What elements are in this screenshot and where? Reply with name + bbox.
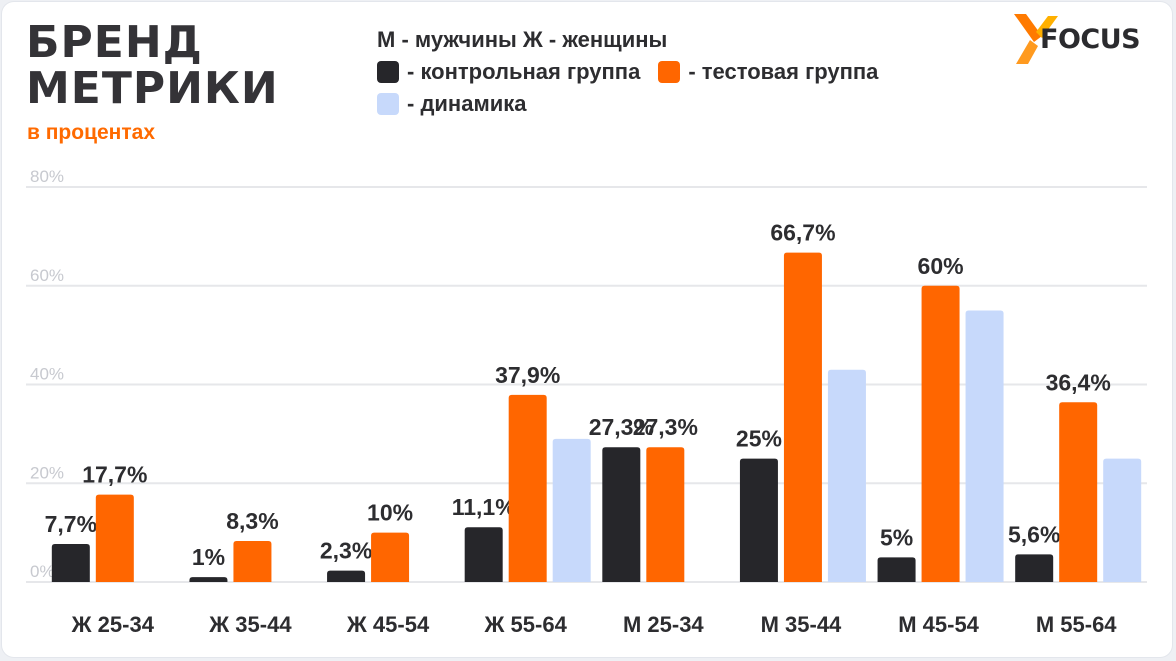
legend-row-dynamics: - динамика bbox=[377, 88, 878, 120]
bar-control bbox=[877, 557, 916, 582]
data-label-test: 17,7% bbox=[82, 462, 147, 488]
chart-subtitle: в процентах bbox=[27, 121, 155, 144]
legend-control-label: - контрольная группа bbox=[407, 59, 641, 84]
bar-test bbox=[508, 394, 547, 582]
data-label-test: 66,7% bbox=[770, 220, 835, 246]
category-label: М 35-44 bbox=[761, 612, 842, 637]
bar-dynamics bbox=[965, 310, 1004, 582]
category-label: М 55-64 bbox=[1036, 612, 1117, 637]
category-label: Ж 25-34 bbox=[71, 612, 155, 637]
bar-test bbox=[371, 532, 410, 582]
data-label-control: 5% bbox=[880, 524, 913, 550]
bar-control bbox=[602, 447, 641, 582]
x-logo-icon bbox=[1014, 14, 1058, 64]
y-tick-label: 60% bbox=[30, 266, 64, 285]
data-label-control: 1% bbox=[192, 544, 225, 570]
y-tick-label: 0% bbox=[30, 562, 55, 581]
category-label: Ж 45-54 bbox=[346, 612, 430, 637]
data-label-test: 10% bbox=[367, 500, 413, 526]
bar-test bbox=[783, 252, 822, 582]
bar-control bbox=[327, 570, 366, 582]
bar-control bbox=[189, 577, 228, 582]
y-tick-label: 40% bbox=[30, 365, 64, 384]
data-label-control: 27,3% bbox=[589, 414, 654, 440]
bar-test bbox=[233, 541, 272, 582]
bar-control bbox=[51, 543, 90, 582]
bar-control bbox=[739, 458, 778, 582]
category-label: М 25-34 bbox=[623, 612, 704, 637]
data-label-test: 60% bbox=[918, 253, 964, 279]
bar-test bbox=[1059, 402, 1098, 582]
legend-row-groups: - контрольная группа - тестовая группа bbox=[377, 56, 878, 88]
category-label: Ж 35-44 bbox=[208, 612, 292, 637]
bar-test bbox=[646, 447, 685, 582]
data-label-control: 11,1% bbox=[452, 494, 516, 520]
bar-dynamics bbox=[552, 438, 591, 582]
brand-logo: FOCUS bbox=[1008, 10, 1158, 68]
bar-dynamics bbox=[827, 369, 866, 582]
y-tick-label: 20% bbox=[30, 463, 64, 482]
data-label-control: 25% bbox=[736, 426, 782, 452]
legend-test-label: - тестовая группа bbox=[688, 59, 879, 84]
gender-note-text: М - мужчины Ж - женщины bbox=[377, 27, 668, 52]
chart-title: БРЕНД МЕТРИКИ bbox=[26, 20, 279, 112]
y-tick-label: 80% bbox=[30, 167, 64, 186]
bar-control bbox=[1015, 554, 1054, 582]
title-line-1: БРЕНД bbox=[26, 17, 203, 68]
legend-gender-note: М - мужчины Ж - женщины bbox=[377, 24, 878, 56]
data-label-control: 7,7% bbox=[45, 511, 97, 537]
data-label-test: 8,3% bbox=[226, 508, 278, 534]
data-label-control: 2,3% bbox=[320, 538, 372, 564]
title-line-2: МЕТРИКИ bbox=[26, 63, 279, 114]
data-label-test: 37,9% bbox=[495, 362, 560, 388]
data-label-test: 27,3% bbox=[633, 414, 698, 440]
data-label-control: 5,6% bbox=[1008, 521, 1060, 547]
bar-control bbox=[464, 527, 503, 582]
bar-test bbox=[95, 494, 134, 582]
category-label: М 45-54 bbox=[898, 612, 979, 637]
dynamics-swatch bbox=[377, 93, 399, 115]
data-label-test: 36,4% bbox=[1046, 369, 1111, 395]
logo-wordmark: FOCUS bbox=[1040, 24, 1141, 55]
legend-dynamics-label: - динамика bbox=[407, 91, 527, 116]
control-swatch bbox=[377, 61, 399, 83]
category-label: Ж 55-64 bbox=[484, 612, 568, 637]
legend: М - мужчины Ж - женщины - контрольная гр… bbox=[377, 24, 878, 120]
test-swatch bbox=[658, 61, 681, 83]
bar-test bbox=[921, 285, 960, 582]
bar-dynamics bbox=[1103, 458, 1142, 582]
